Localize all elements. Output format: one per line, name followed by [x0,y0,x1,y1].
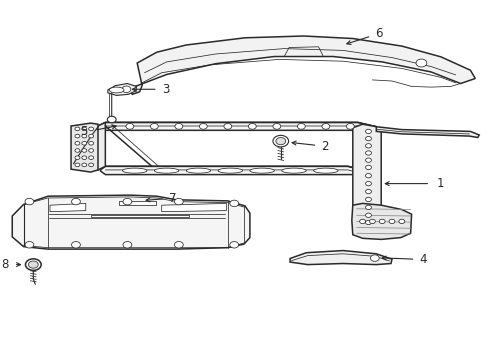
Text: 5: 5 [80,125,87,138]
Circle shape [82,163,87,167]
Circle shape [399,219,405,224]
Text: 8: 8 [1,258,9,271]
Circle shape [366,129,371,134]
Ellipse shape [218,168,243,173]
Ellipse shape [154,168,179,173]
Circle shape [276,138,286,145]
Circle shape [72,198,80,205]
Circle shape [389,219,395,224]
Polygon shape [119,201,156,205]
Circle shape [416,59,427,67]
Circle shape [89,149,94,152]
Circle shape [89,156,94,159]
Circle shape [75,141,80,145]
Polygon shape [91,122,105,170]
Circle shape [366,205,371,210]
Text: 6: 6 [375,27,383,40]
Polygon shape [91,215,189,217]
Circle shape [28,261,38,268]
Circle shape [89,127,94,131]
Polygon shape [108,84,136,95]
Polygon shape [98,122,376,130]
Circle shape [107,116,116,123]
Polygon shape [353,124,381,231]
Circle shape [75,163,80,167]
Text: 1: 1 [437,177,444,190]
Circle shape [89,163,94,167]
Circle shape [366,158,371,162]
Circle shape [174,198,183,205]
Circle shape [25,198,34,205]
Ellipse shape [282,168,306,173]
Circle shape [123,242,132,248]
Circle shape [366,181,371,186]
Circle shape [150,123,158,129]
Circle shape [366,174,371,178]
Polygon shape [130,36,475,94]
Text: 2: 2 [321,140,328,153]
Circle shape [379,219,385,224]
Circle shape [75,149,80,152]
Circle shape [273,123,281,129]
Circle shape [366,220,371,225]
Circle shape [366,165,371,170]
Polygon shape [100,166,367,175]
Circle shape [360,219,366,224]
Text: 3: 3 [162,83,169,96]
Polygon shape [12,195,250,249]
Circle shape [273,135,289,147]
Ellipse shape [109,87,124,93]
Circle shape [199,123,207,129]
Circle shape [75,156,80,159]
Circle shape [25,259,41,270]
Circle shape [369,219,375,224]
Circle shape [174,242,183,248]
Polygon shape [376,127,479,138]
Polygon shape [71,123,98,172]
Circle shape [75,134,80,138]
Circle shape [82,134,87,138]
Circle shape [346,123,354,129]
Circle shape [366,213,371,217]
Ellipse shape [186,168,211,173]
Text: 4: 4 [419,253,426,266]
Ellipse shape [314,168,338,173]
Circle shape [82,141,87,145]
Circle shape [297,123,305,129]
Circle shape [370,255,379,261]
Circle shape [123,198,132,205]
Circle shape [89,134,94,138]
Circle shape [366,151,371,155]
Circle shape [366,189,371,194]
Circle shape [224,123,232,129]
Ellipse shape [250,168,274,173]
Circle shape [366,136,371,141]
Circle shape [175,123,183,129]
Polygon shape [352,203,412,239]
Circle shape [75,127,80,131]
Circle shape [82,156,87,159]
Circle shape [230,200,239,207]
Polygon shape [290,251,392,265]
Circle shape [89,141,94,145]
Polygon shape [50,203,86,212]
Circle shape [366,197,371,202]
Circle shape [366,144,371,148]
Circle shape [82,149,87,152]
Polygon shape [162,203,226,212]
Circle shape [25,242,34,248]
Circle shape [248,123,256,129]
Circle shape [122,86,131,93]
Circle shape [82,127,87,131]
Circle shape [72,242,80,248]
Circle shape [322,123,330,129]
Ellipse shape [122,168,147,173]
Text: 7: 7 [169,192,176,204]
Circle shape [230,242,239,248]
Circle shape [126,123,134,129]
